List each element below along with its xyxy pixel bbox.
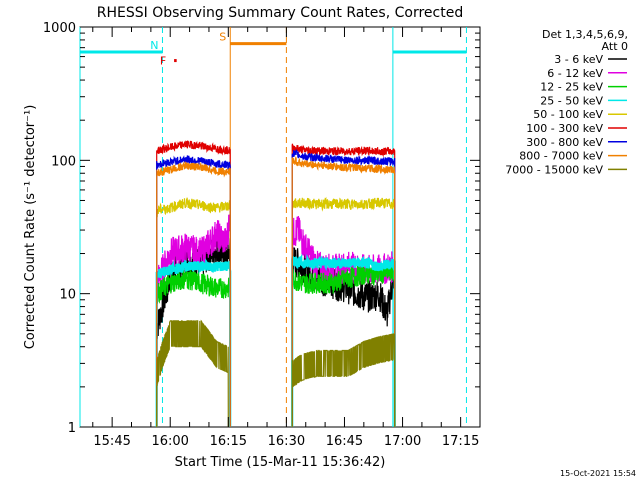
legend-header: Det 1,3,4,5,6,9, — [542, 28, 628, 41]
series-line — [156, 269, 231, 427]
legend-label: 3 - 6 keV — [554, 53, 603, 66]
series-line — [155, 258, 232, 427]
series-line — [156, 319, 229, 427]
legend-label: 25 - 50 keV — [540, 94, 603, 107]
x-tick-label: 16:45 — [326, 434, 363, 449]
series-line — [291, 156, 396, 427]
x-tick-label: 16:15 — [210, 434, 247, 449]
flag-label: F — [160, 55, 166, 68]
y-tick-label: 1000 — [43, 21, 76, 36]
legend-header: Att 0 — [602, 40, 628, 53]
legend-label: 12 - 25 keV — [540, 81, 603, 94]
footer-date: 15-Oct-2021 15:54 — [560, 469, 636, 478]
x-tick-label: 15:45 — [93, 434, 130, 449]
axis-ticks: 1 10 100 1000 15:45 16:00 16:15 16:30 16:45 17:00… — [43, 21, 481, 449]
y-tick-label: 10 — [59, 288, 76, 303]
x-tick-label: 16:30 — [268, 434, 305, 449]
legend-label: 6 - 12 keV — [547, 67, 603, 80]
flag-label: S — [219, 31, 226, 44]
legend-label: 100 - 300 keV — [526, 122, 603, 135]
series-line — [291, 215, 396, 427]
flag-label: N — [150, 39, 158, 52]
legend-label: 800 - 7000 keV — [519, 150, 603, 163]
x-axis-label: Start Time (15-Mar-11 15:36:42) — [175, 455, 386, 470]
legend-label: 50 - 100 keV — [533, 108, 603, 121]
series-line — [156, 140, 231, 427]
y-tick-label: 100 — [51, 154, 76, 169]
series-line — [291, 196, 396, 427]
series-line — [291, 148, 396, 427]
series-line — [156, 197, 231, 427]
x-tick-label: 16:00 — [151, 434, 188, 449]
legend-label: 300 - 800 keV — [526, 136, 603, 149]
series-layer — [155, 140, 396, 427]
chart-title: RHESSI Observing Summary Count Rates, Co… — [97, 5, 463, 21]
series-line — [156, 214, 231, 427]
x-tick-label: 17:15 — [442, 434, 479, 449]
series-line — [291, 260, 396, 427]
marker-lines — [79, 27, 467, 427]
series-line — [291, 253, 396, 427]
flag-layer: N S F — [80, 31, 467, 68]
series-line — [291, 143, 396, 427]
y-axis-label: Corrected Count Rate (s⁻¹ detector⁻¹) — [23, 105, 38, 350]
series-line — [291, 333, 396, 427]
plot-frame — [79, 26, 481, 428]
x-tick-label: 17:00 — [384, 434, 421, 449]
series-line — [156, 155, 231, 427]
y-tick-label: 1 — [68, 421, 76, 436]
series-line — [156, 161, 231, 427]
legend-label: 7000 - 15000 keV — [505, 163, 603, 176]
plot-border — [79, 26, 481, 428]
